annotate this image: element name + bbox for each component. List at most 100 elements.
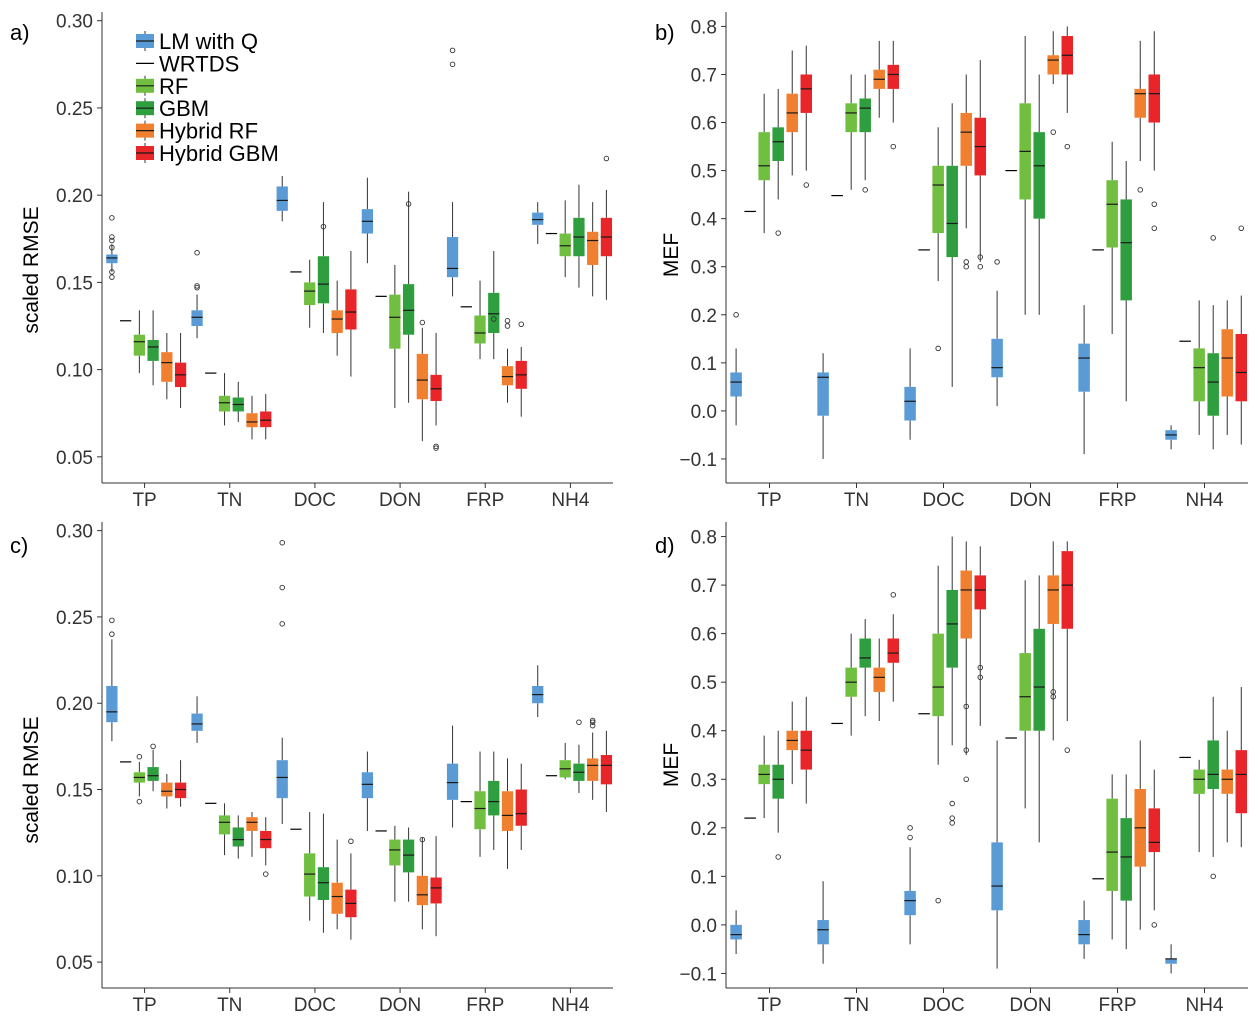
outlier-point	[1064, 747, 1071, 753]
box-body	[218, 815, 231, 835]
box-gbm	[232, 381, 244, 422]
x-tick-label: FRP	[466, 995, 504, 1016]
box-body	[1235, 334, 1248, 402]
box-hybrid-rf	[1221, 730, 1233, 843]
y-tick-label: 0.0	[691, 402, 717, 423]
outlier-point	[1151, 922, 1158, 928]
box-hybrid-rf	[246, 395, 258, 440]
x-tick-label: NH4	[551, 995, 589, 1016]
box-body	[904, 890, 916, 916]
box-lm-with-q	[817, 353, 829, 459]
box-hybrid-rf	[1047, 31, 1059, 135]
box-body	[147, 339, 159, 361]
box-rf	[1193, 300, 1205, 435]
outlier-point	[194, 283, 200, 289]
box-body	[389, 294, 401, 349]
box-body	[501, 366, 514, 386]
outlier-point	[194, 249, 200, 256]
box-hybrid-gbm	[515, 763, 527, 850]
y-tick-label: 0.15	[56, 781, 93, 802]
box-rf	[133, 310, 145, 374]
y-tick-label: 0.8	[691, 528, 717, 549]
box-body	[1134, 88, 1146, 118]
box-body	[276, 760, 288, 799]
box-hybrid-rf	[161, 773, 173, 809]
box-gbm	[1033, 74, 1045, 315]
box-gbm	[232, 815, 244, 859]
box-hybrid-rf	[1134, 40, 1146, 193]
box-lm-with-q	[276, 539, 288, 825]
outlier-point	[433, 443, 439, 450]
box-body	[416, 875, 428, 906]
box-lm-with-q	[904, 825, 916, 945]
box-gbm	[573, 719, 585, 793]
panel-letter: a)	[10, 20, 30, 45]
box-body	[1106, 180, 1118, 248]
box-body	[361, 772, 374, 799]
y-tick-label: 0.2	[691, 306, 717, 327]
outlier-point	[963, 747, 969, 753]
box-body	[532, 212, 544, 225]
box-rf	[474, 280, 486, 360]
outlier-point	[603, 155, 610, 162]
box-hybrid-rf	[501, 318, 514, 403]
y-tick-label: 0.20	[56, 186, 93, 207]
y-axis-label: MEF	[660, 743, 683, 787]
outlier-point	[150, 743, 156, 750]
outlier-point	[449, 47, 456, 54]
y-tick-label: 0.3	[691, 258, 717, 279]
x-tick-label: FRP	[1099, 995, 1137, 1016]
box-body	[932, 633, 944, 717]
panel-a: 0.05 0.10 0.15 0.20 0.25 0.30 TP TN DOC DON FRP NH4…	[10, 12, 613, 511]
x-tick-label: NH4	[551, 490, 589, 511]
box-body	[515, 789, 527, 826]
box-hybrid-gbm	[260, 817, 272, 877]
legend-label: GBM	[159, 96, 209, 121]
box-body	[800, 74, 813, 113]
outlier-point	[775, 854, 781, 860]
panel-letter: d)	[655, 533, 675, 558]
box-hybrid-rf	[873, 40, 885, 118]
box-rf	[474, 751, 486, 857]
box-hybrid-rf	[1221, 300, 1233, 435]
y-axis-label: MEF	[660, 233, 683, 277]
box-body	[416, 353, 428, 400]
box-hybrid-rf	[587, 717, 599, 800]
outlier-point	[977, 674, 984, 681]
legend-item: WRTDS	[136, 51, 239, 76]
outlier-point	[1151, 225, 1158, 232]
x-tick-label: TN	[844, 490, 869, 511]
box-body	[430, 877, 442, 904]
legend-item: Hybrid GBM	[136, 141, 279, 166]
outlier-point	[109, 237, 115, 244]
outlier-point	[109, 269, 115, 275]
y-tick-label: −0.1	[679, 964, 717, 985]
box-rf	[559, 742, 571, 780]
y-tick-label: 0.20	[56, 694, 93, 715]
box-body	[1033, 628, 1045, 731]
box-body	[174, 782, 187, 799]
box-body	[161, 352, 173, 382]
box-gbm	[772, 88, 784, 236]
x-tick-label: DON	[1009, 490, 1051, 511]
box-hybrid-rf	[331, 280, 343, 356]
outlier-point	[733, 312, 739, 318]
outlier-point	[405, 201, 412, 207]
box-body	[772, 127, 784, 161]
box-hybrid-gbm	[600, 730, 613, 812]
box-hybrid-rf	[960, 541, 972, 783]
box-body	[1120, 199, 1132, 301]
legend-label: RF	[159, 74, 188, 99]
box-rf	[1193, 759, 1205, 853]
box-body	[402, 284, 415, 335]
box-body	[1235, 750, 1248, 814]
outlier-point	[1050, 689, 1056, 695]
box-gbm	[573, 184, 585, 288]
y-tick-label: 0.25	[56, 608, 93, 629]
box-body	[1221, 329, 1233, 397]
box-lm-with-q	[904, 348, 916, 440]
box-gbm	[1033, 575, 1045, 843]
box-hybrid-gbm	[345, 838, 357, 940]
box-body	[191, 713, 203, 731]
y-tick-label: 0.30	[56, 522, 93, 543]
